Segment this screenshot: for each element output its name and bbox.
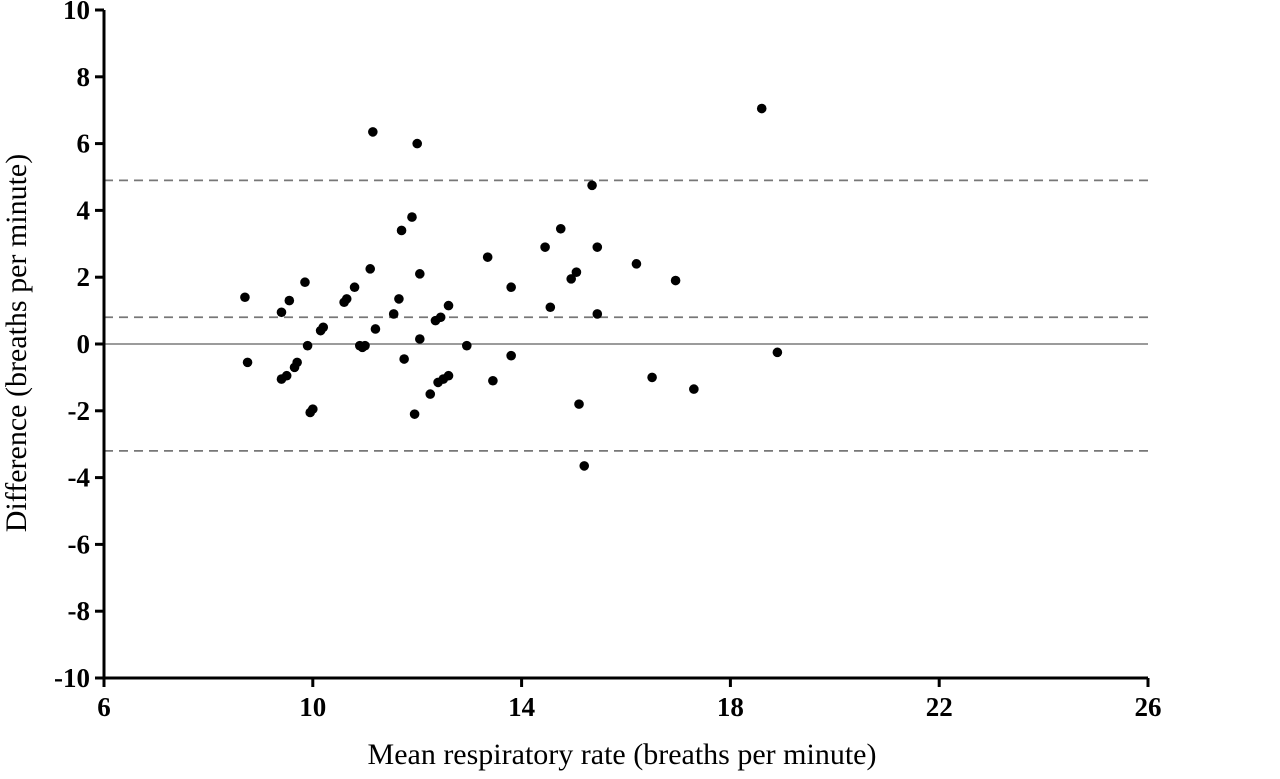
- y-tick-label: 6: [77, 129, 91, 159]
- y-ticks: -10 -8 -6 -4 -2 0 2 4 6 8 10: [54, 0, 104, 693]
- reference-lines: [104, 179, 1148, 452]
- y-tick-label: -2: [68, 396, 91, 426]
- data-point: [443, 370, 454, 381]
- data-point: [482, 252, 493, 262]
- data-point: [566, 274, 576, 284]
- data-point: [574, 399, 584, 409]
- y-tick-label: 0: [77, 329, 91, 359]
- data-point: [388, 309, 399, 319]
- data-point: [443, 300, 454, 311]
- data-point: [579, 461, 590, 471]
- y-tick-label: -4: [68, 463, 91, 493]
- data-point: [368, 127, 378, 137]
- data-point: [689, 384, 699, 394]
- data-point: [488, 375, 498, 386]
- data-point: [370, 324, 381, 334]
- x-tick-label: 10: [299, 692, 326, 722]
- data-point: [587, 180, 597, 191]
- data-point: [318, 322, 329, 333]
- data-point: [341, 294, 352, 304]
- y-tick-label: 2: [77, 262, 91, 292]
- data-point: [276, 307, 287, 318]
- data-point: [360, 340, 370, 351]
- y-axis-title: Difference (breaths per minute): [0, 154, 33, 532]
- data-point: [284, 295, 295, 306]
- data-point: [349, 282, 360, 293]
- y-tick-label: -6: [68, 529, 91, 559]
- data-point: [670, 275, 681, 286]
- data-points: [240, 103, 783, 471]
- data-point: [555, 223, 566, 234]
- x-tick-label: 26: [1135, 692, 1162, 722]
- data-point: [540, 242, 550, 252]
- data-point: [545, 302, 556, 313]
- data-point: [396, 225, 407, 236]
- data-point: [308, 404, 318, 414]
- data-point: [592, 242, 603, 252]
- data-point: [571, 267, 582, 277]
- data-point: [756, 103, 767, 114]
- data-point: [506, 350, 516, 361]
- x-axis-title: Mean respiratory rate (breaths per minut…: [368, 738, 877, 771]
- data-point: [394, 294, 404, 304]
- data-point: [631, 259, 642, 269]
- data-point: [435, 312, 446, 323]
- data-point: [772, 347, 783, 358]
- y-tick-label: 4: [77, 195, 91, 225]
- data-point: [281, 370, 292, 381]
- data-point: [365, 264, 376, 274]
- data-point: [415, 269, 425, 279]
- x-tick-label: 6: [97, 692, 111, 722]
- x-tick-label: 14: [508, 692, 535, 722]
- data-point: [302, 340, 313, 351]
- data-point: [300, 277, 310, 288]
- data-point: [292, 357, 302, 368]
- data-point: [647, 372, 657, 383]
- data-point: [409, 409, 420, 419]
- data-point: [592, 309, 603, 319]
- x-tick-label: 18: [717, 692, 744, 722]
- y-tick-label: -8: [68, 596, 91, 626]
- data-point: [399, 354, 409, 364]
- data-point: [461, 340, 472, 351]
- data-point: [506, 282, 516, 293]
- data-point: [425, 389, 436, 399]
- data-point: [407, 212, 417, 222]
- y-tick-label: 8: [77, 62, 91, 92]
- x-ticks: 6 10 14 18 22 26: [97, 678, 1162, 722]
- y-tick-label: -10: [54, 663, 90, 693]
- data-point: [412, 138, 423, 149]
- data-point: [242, 357, 253, 368]
- data-point: [240, 292, 250, 303]
- data-point: [415, 334, 425, 344]
- y-tick-label: 10: [63, 0, 90, 25]
- x-tick-label: 22: [926, 692, 953, 722]
